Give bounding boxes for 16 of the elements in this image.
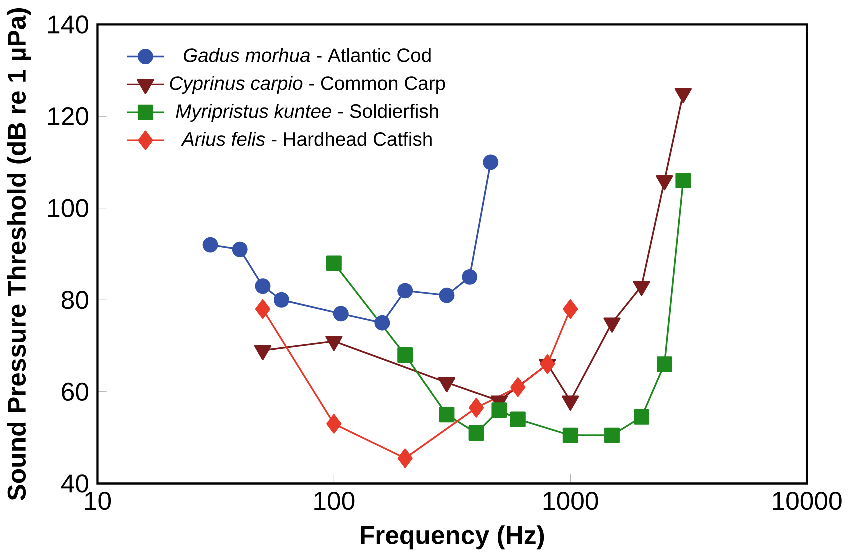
x-tick-label: 10 xyxy=(85,492,112,510)
y-tick-label: 40 xyxy=(61,474,89,493)
legend-label: Gadus morhua - Atlantic Cod xyxy=(184,48,431,62)
y-tick-label: 120 xyxy=(48,108,89,126)
x-tick-label: 1000 xyxy=(544,492,598,510)
y-tick-label: 80 xyxy=(62,291,89,310)
legend-label: Arius felis - Hardhead Catfish xyxy=(181,132,432,146)
y-tick-label: 60 xyxy=(62,382,89,402)
x-axis-title: Frequency (Hz) xyxy=(361,526,544,550)
y-tick-label: 100 xyxy=(48,199,89,218)
x-tick-label: 10000 xyxy=(773,492,842,510)
x-tick-label: 100 xyxy=(314,492,355,510)
y-tick-label: 140 xyxy=(48,16,89,34)
legend-label: Myripristus kuntee - Soldierfish xyxy=(176,104,438,122)
legend-label: Cyprinus carpio - Common Carp xyxy=(170,76,446,94)
y-axis-title: Sound Pressure Threshold (dB re 1 µPa) xyxy=(7,8,32,501)
